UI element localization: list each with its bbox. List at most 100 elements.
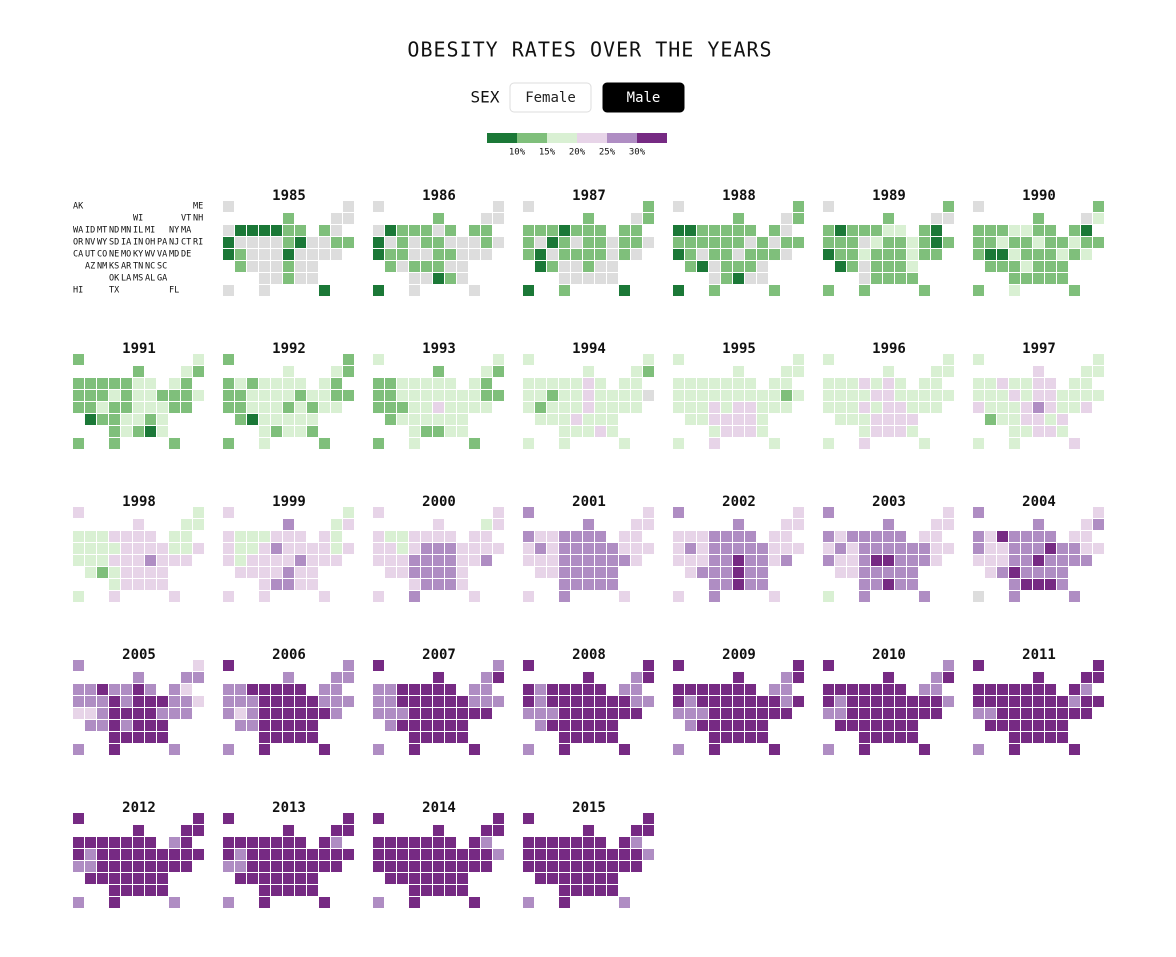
state-tile xyxy=(307,273,318,284)
state-tile xyxy=(331,696,342,707)
state-key-label: MD xyxy=(169,250,179,260)
state-tile xyxy=(319,897,330,908)
state-tile xyxy=(595,696,606,707)
state-tile xyxy=(847,249,858,260)
state-tile xyxy=(295,555,306,566)
state-tile xyxy=(457,696,468,707)
state-tile xyxy=(1045,378,1056,389)
state-tile xyxy=(1081,225,1092,236)
state-tile xyxy=(859,684,870,695)
state-tile xyxy=(271,567,282,578)
legend-label: 30% xyxy=(629,148,646,158)
state-tile xyxy=(523,744,534,755)
state-tile xyxy=(433,732,444,743)
state-tile xyxy=(985,249,996,260)
state-key-label: NH xyxy=(193,214,203,224)
state-tile xyxy=(121,720,132,731)
state-tile xyxy=(421,579,432,590)
state-tile xyxy=(673,555,684,566)
state-key-label: KY xyxy=(133,250,143,260)
state-tile xyxy=(847,225,858,236)
state-tile xyxy=(481,390,492,401)
state-tile xyxy=(997,543,1008,554)
year-label: 1988 xyxy=(722,188,756,204)
state-tile xyxy=(493,366,504,377)
state-tile xyxy=(169,837,180,848)
state-tile xyxy=(1009,684,1020,695)
state-tile xyxy=(907,249,918,260)
state-key-label: VT xyxy=(181,214,191,224)
state-tile xyxy=(697,225,708,236)
state-tile xyxy=(373,402,384,413)
state-tile xyxy=(85,861,96,872)
state-tile xyxy=(85,531,96,542)
state-tile xyxy=(157,708,168,719)
state-tile xyxy=(259,732,270,743)
state-tile xyxy=(1033,378,1044,389)
state-tile xyxy=(1069,744,1080,755)
state-tile xyxy=(73,402,84,413)
state-tile xyxy=(673,507,684,518)
state-tile xyxy=(307,885,318,896)
state-tile xyxy=(481,861,492,872)
state-tile xyxy=(895,414,906,425)
state-tile xyxy=(859,273,870,284)
state-tile xyxy=(847,261,858,272)
state-tile xyxy=(1069,696,1080,707)
state-tile xyxy=(259,426,270,437)
state-tile xyxy=(373,507,384,518)
state-tile xyxy=(481,225,492,236)
state-tile xyxy=(109,696,120,707)
legend-swatch xyxy=(517,133,547,143)
state-tile xyxy=(181,696,192,707)
state-tile xyxy=(1009,555,1020,566)
state-tile xyxy=(421,378,432,389)
state-tile xyxy=(835,261,846,272)
state-tile xyxy=(109,837,120,848)
state-tile xyxy=(235,414,246,425)
state-tile xyxy=(373,378,384,389)
state-tile xyxy=(685,684,696,695)
state-tile xyxy=(745,225,756,236)
state-tile xyxy=(973,684,984,695)
state-tile xyxy=(145,837,156,848)
state-tile xyxy=(1093,213,1104,224)
state-tile xyxy=(943,213,954,224)
state-tile xyxy=(97,531,108,542)
state-tile xyxy=(871,579,882,590)
state-tile xyxy=(493,237,504,248)
state-tile xyxy=(1033,732,1044,743)
state-tile xyxy=(547,378,558,389)
state-tile xyxy=(157,543,168,554)
state-tile xyxy=(631,237,642,248)
state-tile xyxy=(523,237,534,248)
state-tile xyxy=(223,378,234,389)
state-tile xyxy=(445,390,456,401)
toggle-button[interactable] xyxy=(602,82,685,113)
state-tile xyxy=(1045,708,1056,719)
state-tile xyxy=(769,285,780,296)
state-tile xyxy=(145,555,156,566)
state-tile xyxy=(607,390,618,401)
toggle-button-label[interactable]: Female xyxy=(525,90,576,106)
state-tile xyxy=(619,696,630,707)
state-key-label: NY xyxy=(169,226,179,236)
state-tile xyxy=(871,543,882,554)
state-tile xyxy=(835,567,846,578)
state-tile xyxy=(943,201,954,212)
state-tile xyxy=(571,261,582,272)
state-tile xyxy=(883,390,894,401)
toggle-button[interactable] xyxy=(509,82,592,113)
state-tile xyxy=(547,531,558,542)
state-tile xyxy=(535,249,546,260)
state-tile xyxy=(247,849,258,860)
toggle-button-label[interactable]: Male xyxy=(627,90,661,106)
state-tile xyxy=(295,849,306,860)
state-tile xyxy=(307,696,318,707)
state-tile xyxy=(73,531,84,542)
state-tile xyxy=(697,402,708,413)
state-tile xyxy=(307,567,318,578)
state-tile xyxy=(295,414,306,425)
state-tile xyxy=(673,378,684,389)
state-key-label: ND xyxy=(109,226,119,236)
